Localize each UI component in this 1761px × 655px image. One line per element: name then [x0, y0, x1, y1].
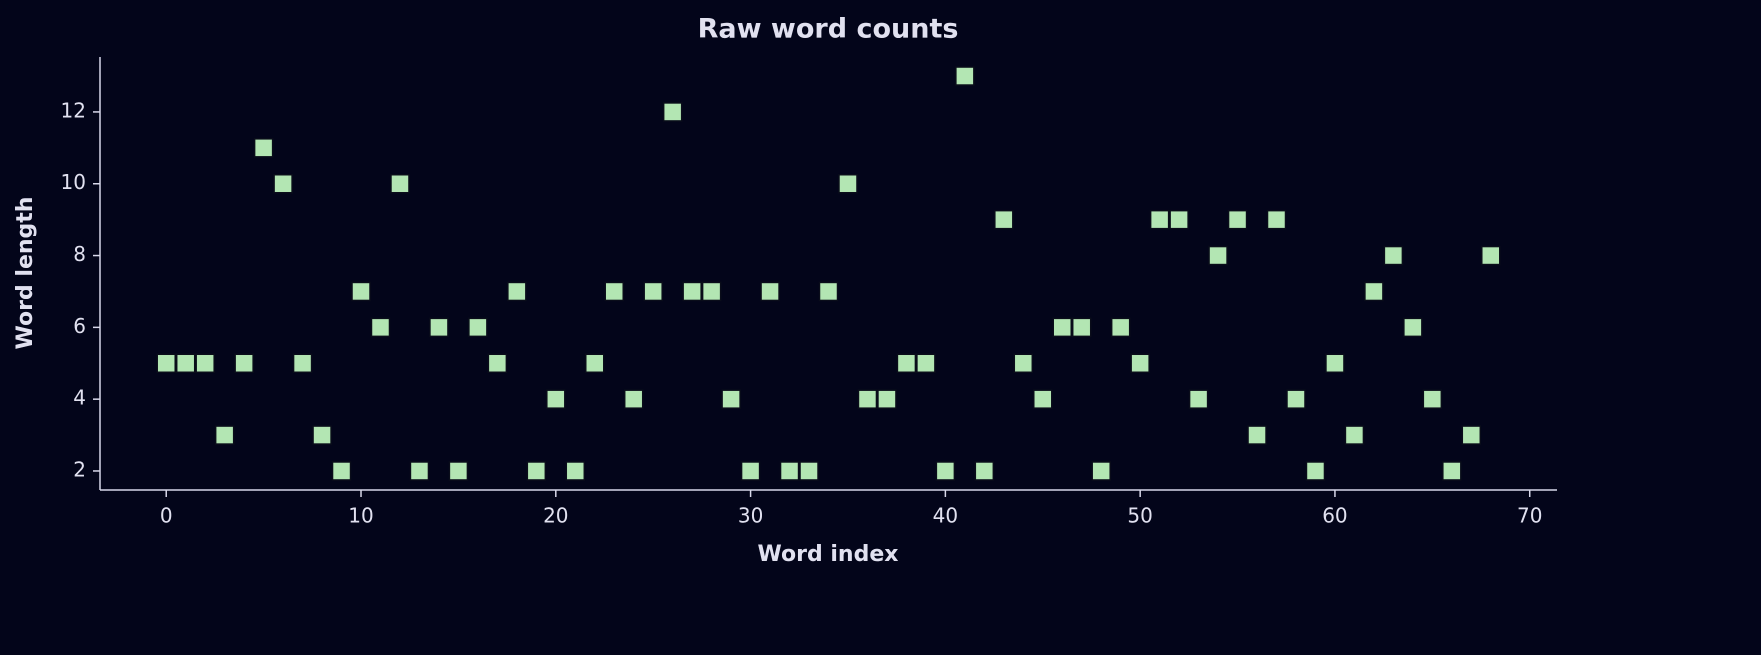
point — [273, 173, 293, 194]
point — [1013, 353, 1034, 374]
point — [1364, 281, 1384, 302]
point — [468, 317, 488, 338]
point — [370, 317, 391, 338]
point — [156, 353, 176, 374]
point — [1110, 317, 1131, 338]
point — [701, 281, 722, 302]
x-tick-label: 40 — [933, 504, 958, 528]
point — [1188, 389, 1209, 409]
point — [1130, 353, 1150, 374]
point — [331, 461, 352, 481]
point — [312, 425, 332, 445]
x-tick-label: 20 — [543, 504, 568, 528]
point — [1033, 389, 1053, 409]
y-tick-label: 12 — [61, 98, 86, 122]
point — [974, 461, 995, 481]
point — [1344, 425, 1365, 445]
y-tick-label: 8 — [73, 242, 86, 266]
point — [682, 281, 702, 302]
point — [1227, 209, 1248, 230]
point — [1481, 245, 1501, 266]
x-tick-label: 70 — [1517, 504, 1542, 528]
point — [623, 389, 644, 409]
x-tick-label: 30 — [738, 504, 763, 528]
point — [1071, 317, 1092, 338]
point — [409, 461, 430, 481]
y-tick-label: 4 — [73, 386, 86, 410]
point — [546, 389, 566, 409]
point — [1286, 389, 1306, 409]
x-tick-label: 50 — [1127, 504, 1152, 528]
point — [487, 353, 508, 374]
point — [994, 209, 1014, 230]
y-tick-label: 2 — [73, 457, 86, 481]
point — [1266, 209, 1287, 230]
point — [1422, 389, 1443, 409]
point — [1383, 245, 1404, 266]
point — [253, 138, 274, 158]
x-tick-label: 10 — [348, 504, 373, 528]
point — [896, 353, 917, 374]
point — [760, 281, 780, 302]
point — [877, 389, 897, 409]
point — [526, 461, 547, 481]
point — [1208, 245, 1228, 266]
point — [1052, 317, 1072, 338]
point — [955, 66, 975, 86]
point — [740, 461, 761, 481]
y-tick-label: 10 — [61, 170, 86, 194]
point — [643, 281, 663, 302]
y-tick-label: 6 — [73, 314, 86, 338]
point — [916, 353, 936, 374]
point — [935, 461, 956, 481]
point — [779, 461, 800, 481]
point — [175, 353, 196, 374]
point — [857, 389, 878, 409]
point — [507, 281, 527, 302]
x-tick-label: 0 — [160, 504, 173, 528]
point — [1305, 461, 1326, 481]
point — [292, 353, 313, 374]
y-axis-label: Word length — [13, 197, 38, 350]
point — [565, 461, 586, 481]
point — [429, 317, 449, 338]
point — [604, 281, 624, 302]
point — [1149, 209, 1170, 230]
point — [1247, 425, 1267, 445]
point — [1461, 425, 1482, 445]
point — [799, 461, 819, 481]
point — [1091, 461, 1111, 481]
point — [1442, 461, 1462, 481]
x-axis-label: Word index — [758, 542, 899, 567]
x-tick-label: 60 — [1322, 504, 1347, 528]
point — [351, 281, 371, 302]
point — [448, 461, 469, 481]
point — [390, 173, 410, 194]
point — [721, 389, 741, 409]
point — [1325, 353, 1345, 374]
point — [818, 281, 839, 302]
point — [1403, 317, 1423, 338]
point — [195, 353, 215, 374]
chart-title: Raw word counts — [698, 14, 959, 45]
point — [1169, 209, 1189, 230]
point — [585, 353, 605, 374]
point — [234, 353, 254, 374]
point — [662, 102, 683, 122]
point — [214, 425, 235, 445]
point — [838, 173, 858, 194]
